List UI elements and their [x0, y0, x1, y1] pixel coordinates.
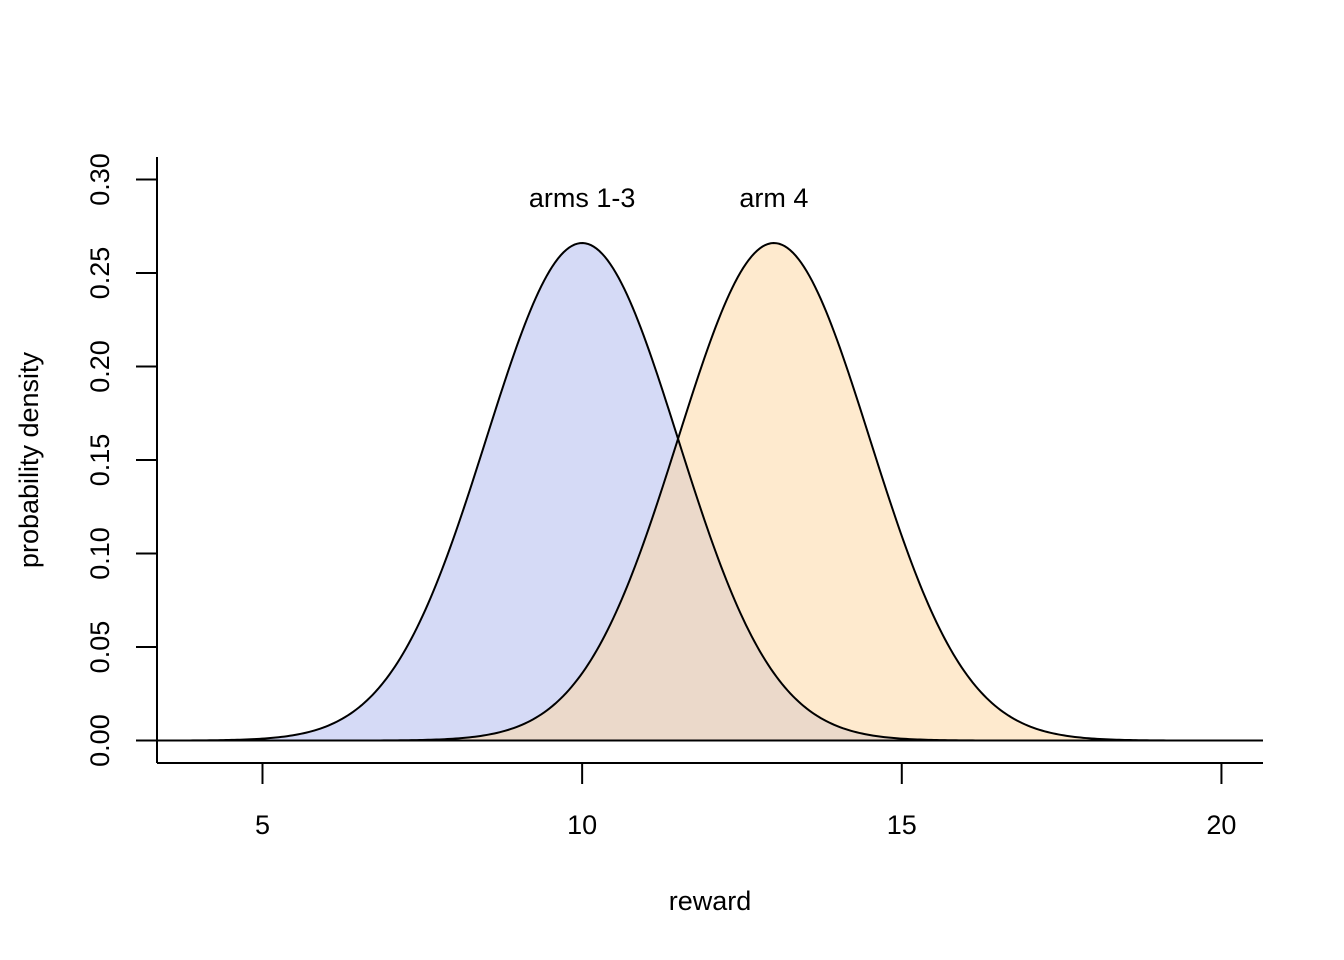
x-tick-label: 20 — [1206, 810, 1236, 840]
y-axis-label: probability density — [14, 351, 44, 568]
y-tick-label: 0.30 — [85, 153, 115, 206]
y-tick-label: 0.10 — [85, 527, 115, 580]
y-axis: 0.00 0.05 0.10 0.15 0.20 0.25 0.30 — [85, 153, 158, 767]
y-tick-label: 0.15 — [85, 434, 115, 487]
x-tick-label: 10 — [567, 810, 597, 840]
x-axis: 5 10 15 20 — [157, 762, 1263, 840]
y-tick-label: 0.20 — [85, 340, 115, 393]
y-tick-label: 0.25 — [85, 247, 115, 300]
density-area-2 — [157, 243, 1263, 741]
x-tick-label: 5 — [255, 810, 270, 840]
x-axis-label: reward — [669, 886, 752, 916]
annotation-label: arm 4 — [739, 183, 808, 213]
annotations: arms 1-3 arm 4 — [529, 183, 809, 213]
density-area-1 — [157, 243, 1263, 741]
y-tick-label: 0.05 — [85, 621, 115, 674]
y-tick-label: 0.00 — [85, 714, 115, 767]
density-areas — [157, 243, 1263, 741]
x-tick-label: 15 — [887, 810, 917, 840]
annotation-label: arms 1-3 — [529, 183, 636, 213]
